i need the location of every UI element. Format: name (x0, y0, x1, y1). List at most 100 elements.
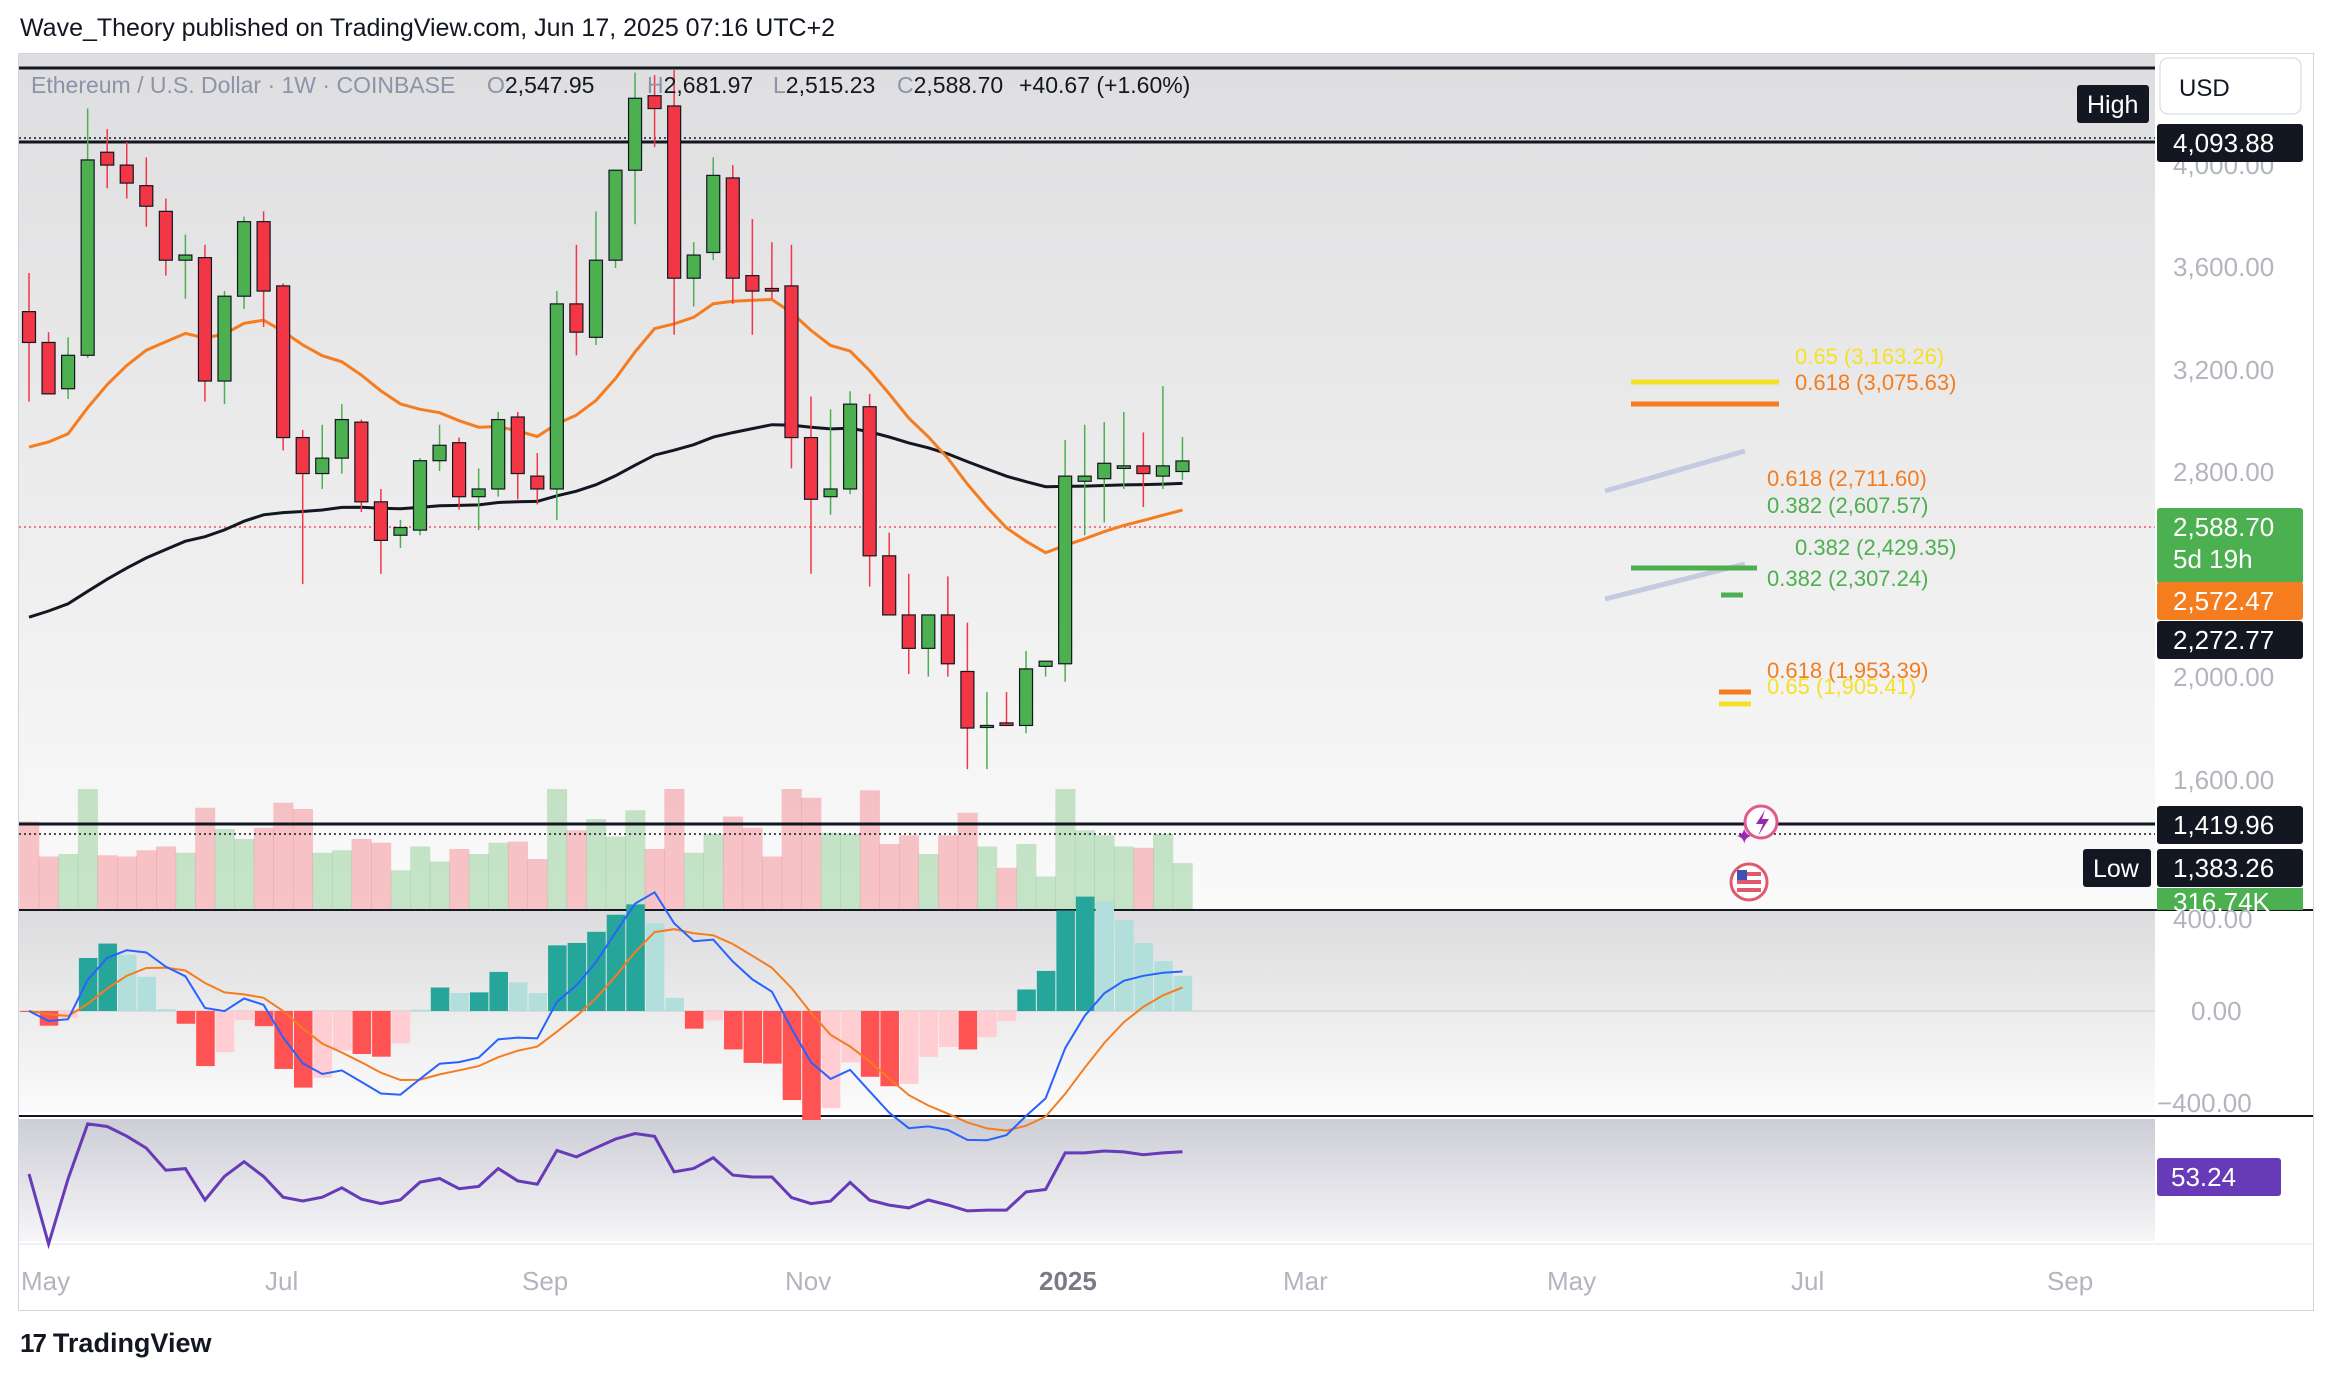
ema-200-line (28, 423, 1183, 619)
macd-hist-bar (821, 1011, 841, 1109)
candle-body (1175, 460, 1190, 473)
volume-bar (195, 807, 216, 909)
volume-bar (1172, 863, 1193, 909)
price-tick: 2,800.00 (2173, 457, 2274, 487)
macd-hist-bar (1056, 910, 1075, 1011)
candle-body (491, 418, 506, 490)
volume-bar (116, 856, 138, 909)
volume-bar (449, 849, 470, 909)
currency-button[interactable] (2159, 57, 2302, 115)
volume-area (19, 789, 1193, 909)
tradingview-logo[interactable]: 17 TradingView (20, 1328, 211, 1359)
candle-body (276, 285, 291, 439)
macd-hist-bar (117, 954, 137, 1011)
ohlc-close-value: 2,588.70 (914, 72, 1004, 98)
volume-bar (566, 830, 587, 909)
symbol-name[interactable]: Ethereum / U.S. Dollar · 1W · COINBASE (31, 72, 455, 98)
candle-body (1136, 465, 1151, 475)
macd-hist-bar (489, 971, 508, 1011)
candle-body (510, 416, 525, 475)
candle-body (139, 185, 154, 207)
macd-hist-bar (528, 993, 548, 1011)
macd-hist-bar (606, 914, 626, 1011)
candle-body (21, 311, 37, 344)
volume-bar (938, 835, 959, 909)
volume-bar (879, 844, 900, 909)
candle-body (940, 614, 955, 665)
us-flag-icon[interactable] (1729, 862, 1769, 902)
macd-hist-bar (254, 1011, 274, 1027)
price-label-high (2157, 124, 2303, 162)
volume-bar (547, 789, 568, 909)
candle-body (1018, 668, 1034, 727)
volume-bar (1035, 876, 1056, 909)
price-label-low (2157, 849, 2303, 887)
price-label-ema200 (2157, 621, 2303, 659)
volume-bar (58, 854, 79, 909)
price-axis[interactable]: USD 4,000.00 3,600.00 3,200.00 2,800.00 … (2077, 57, 2303, 1196)
candle-body (549, 303, 564, 490)
candle-body (960, 670, 975, 729)
macd-hist-bar (645, 923, 665, 1011)
candle-body (334, 418, 349, 459)
macd-hist-bar (235, 1011, 254, 1020)
volume-bar (625, 810, 646, 909)
candle-body (119, 164, 134, 184)
ohlc-high: H2,681.97 (647, 72, 753, 98)
macd-hist-bar (548, 945, 567, 1011)
macd-tick: −400.00 (2157, 1088, 2252, 1118)
volume-bar (468, 854, 489, 909)
macd-hist-bar (293, 1011, 313, 1088)
fib-label: 0.65 (1,905.41) (1767, 674, 1916, 699)
ohlc-close: C2,588.70 (897, 72, 1003, 98)
price-label-volume-value: 316.74K (2173, 887, 2271, 917)
candle-body (432, 444, 447, 462)
macd-tick: 0.00 (2191, 996, 2242, 1026)
candle-body (706, 174, 721, 254)
volume-bar (371, 842, 392, 909)
candle-body (1097, 462, 1112, 480)
macd-hist-bar (684, 1011, 704, 1029)
ohlc-high-value: 2,681.97 (664, 72, 754, 98)
volume-bar (253, 827, 274, 909)
volume-bar (605, 836, 626, 909)
candle-body (315, 457, 330, 475)
channel-upper-line (1604, 448, 1746, 494)
candle-body (627, 97, 643, 171)
macd-hist-bar (450, 993, 469, 1011)
macd-line (28, 890, 1183, 1142)
volume-bar (136, 850, 157, 909)
macd-hist-bar (274, 1011, 293, 1069)
macd-hist-bar (724, 1011, 743, 1050)
volume-bar (840, 834, 861, 909)
volume-bar (801, 797, 822, 909)
candle-body (823, 488, 838, 498)
symbol-legend[interactable]: Ethereum / U.S. Dollar · 1W · COINBASE O… (31, 72, 1190, 98)
rsi-pane-bg (19, 1119, 2155, 1241)
volume-bar (77, 789, 98, 909)
price-tick: 3,200.00 (2173, 355, 2274, 385)
macd-hist-bar (958, 1011, 978, 1050)
publish-header: Wave_Theory published on TradingView.com… (20, 14, 836, 42)
volume-bar (898, 835, 920, 909)
time-axis[interactable]: May Jul Sep Nov 2025 Mar May Jul Sep (21, 1266, 2093, 1296)
macd-hist-bar (899, 1011, 919, 1084)
currency-button-label[interactable]: USD (2179, 75, 2230, 102)
macd-hist-bar (997, 1011, 1017, 1021)
time-tick: Nov (785, 1266, 831, 1296)
volume-bar (175, 852, 196, 909)
macd-hist-bar (743, 1011, 763, 1063)
candle-body (921, 614, 936, 649)
macd-hist-bar (939, 1011, 958, 1047)
candle-body (1038, 660, 1053, 667)
chart-svg[interactable]: 0.65 (3,163.26) 0.618 (3,075.63) 0.618 (… (19, 54, 2313, 1310)
events-icon[interactable]: ✦ (1735, 804, 1779, 849)
macd-hist-bar (1036, 970, 1056, 1011)
volume-bar (1016, 844, 1037, 909)
macd-hist-bar (919, 1011, 939, 1057)
volume-bar (234, 839, 255, 909)
candle-body (295, 436, 310, 475)
price-tick: 3,600.00 (2173, 252, 2274, 282)
candle-body (41, 341, 56, 395)
volume-bar (312, 852, 333, 909)
